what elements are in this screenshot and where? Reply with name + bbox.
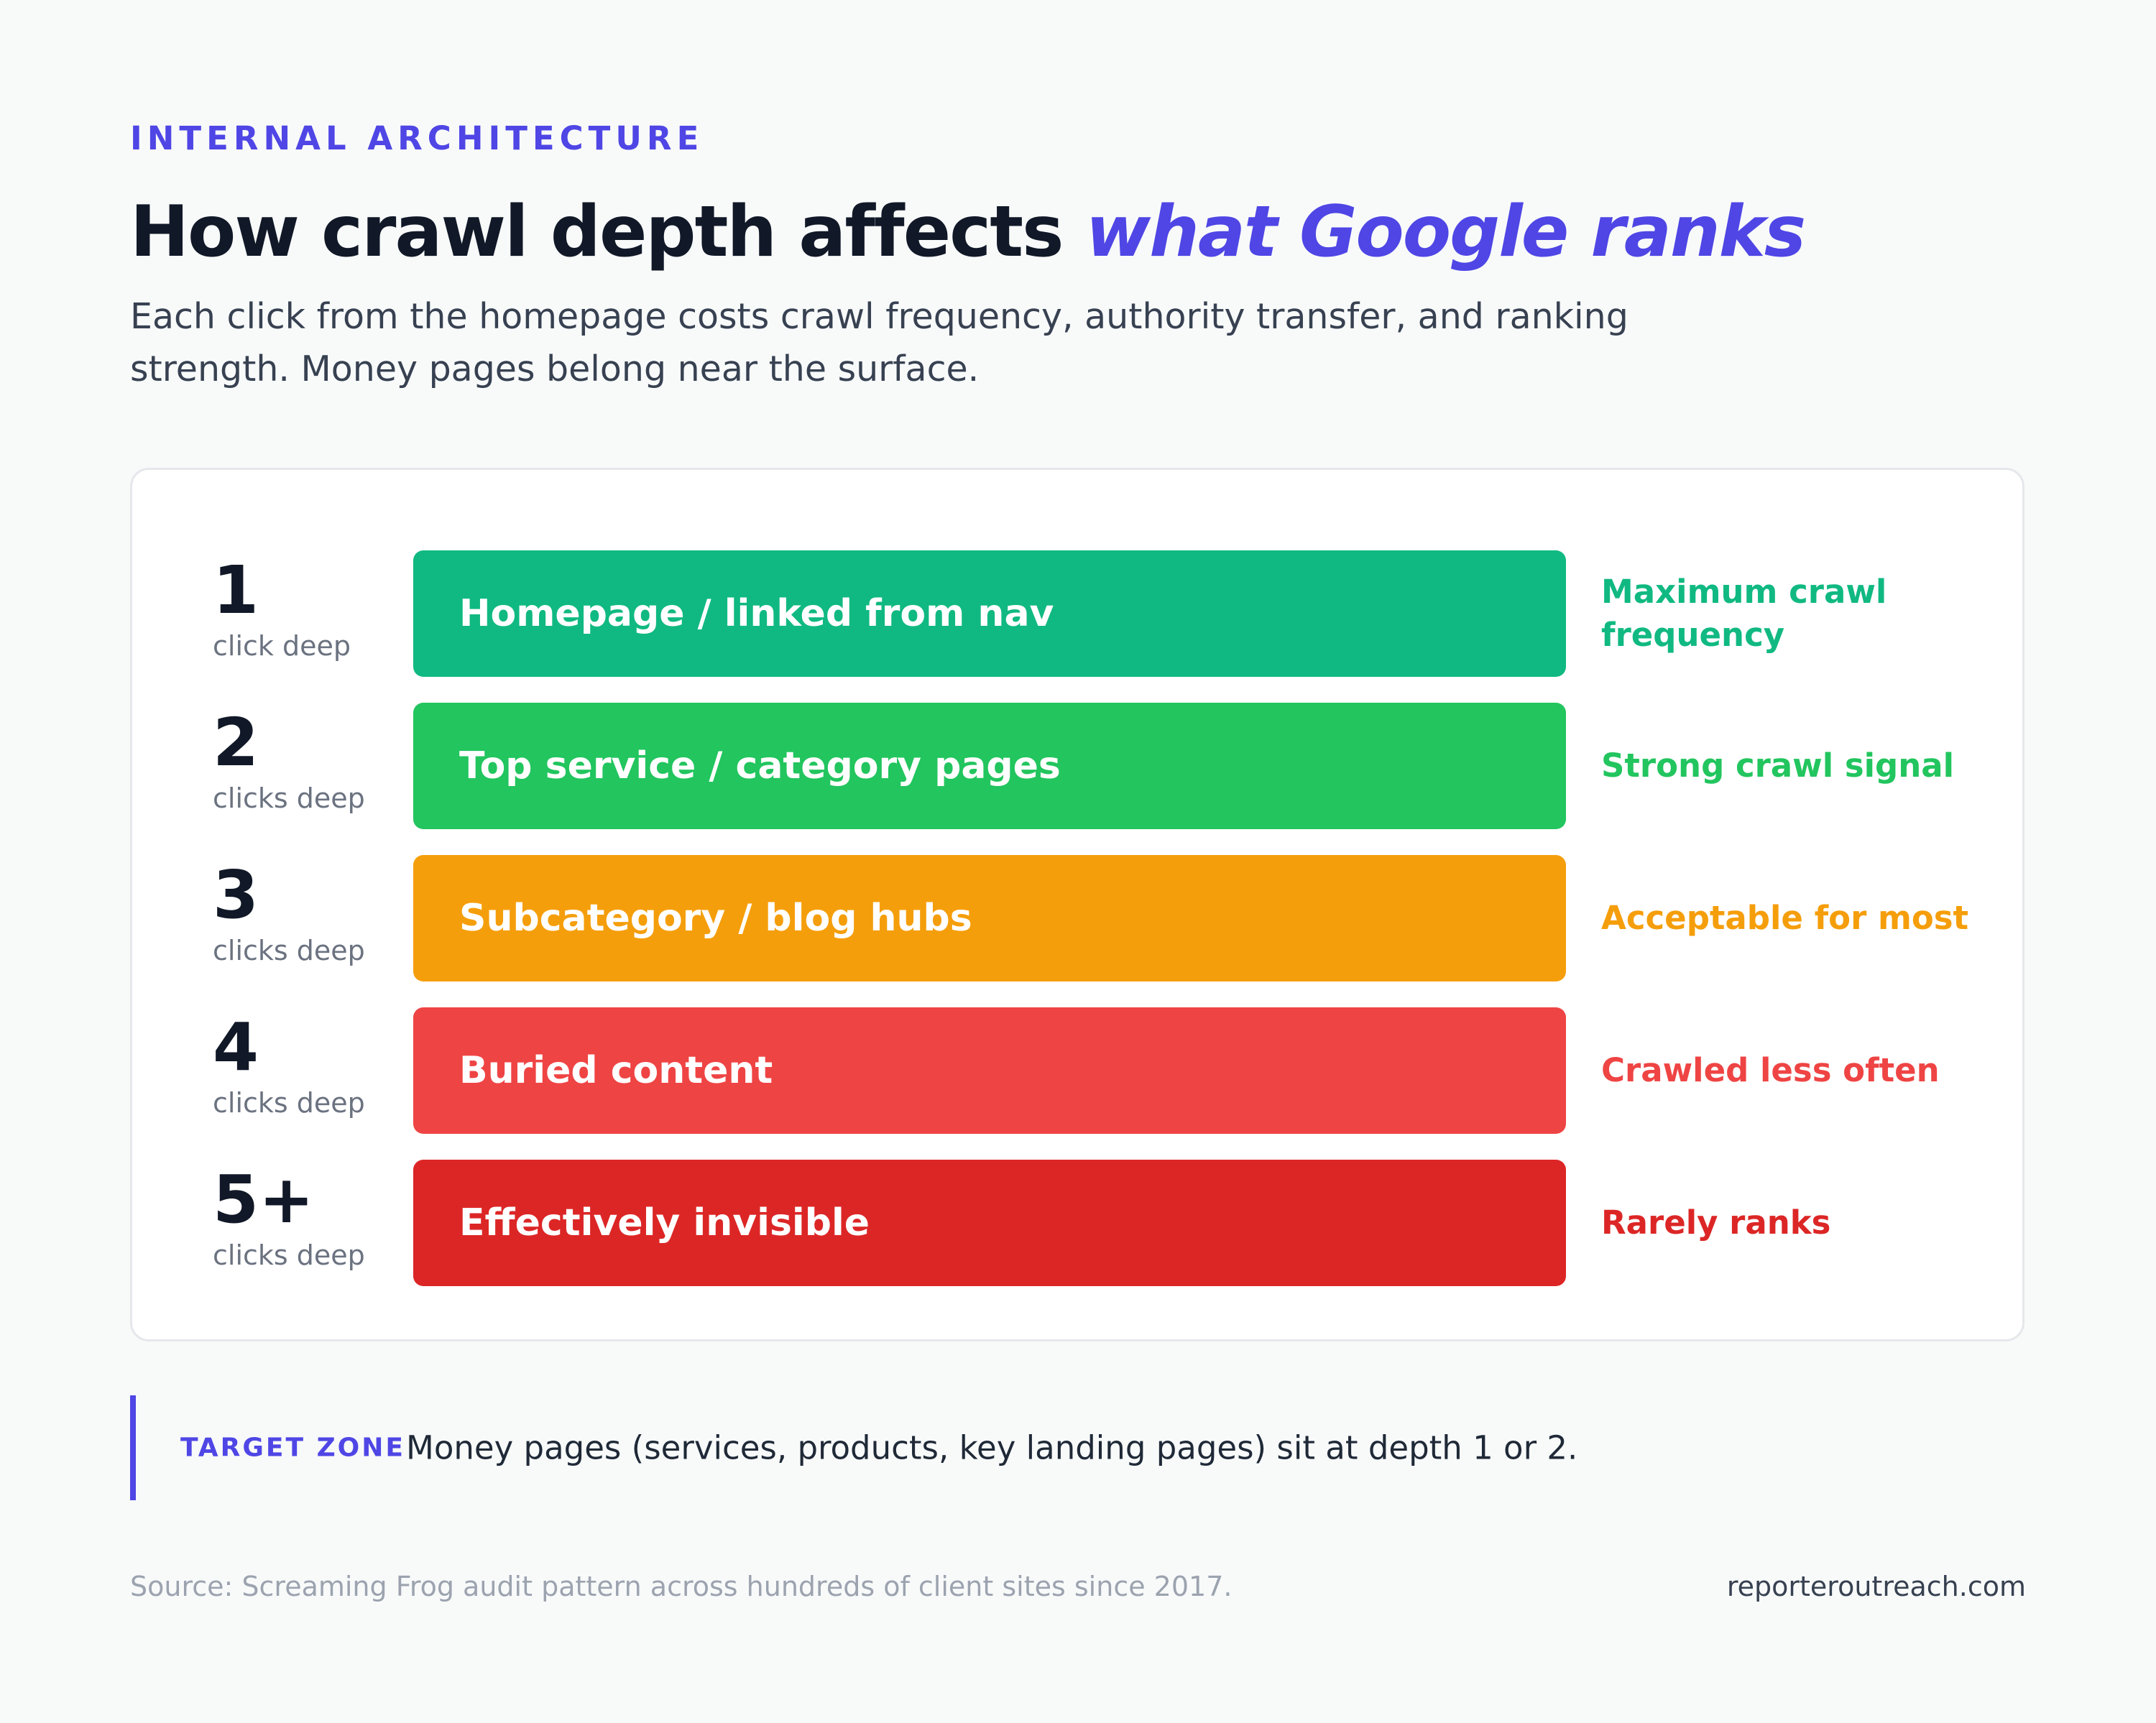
depth-bar: Buried content: [413, 1007, 1566, 1134]
depth-label: clicks deep: [213, 1239, 365, 1271]
depth-number: 5+: [213, 1161, 315, 1238]
depth-number: 3: [213, 856, 259, 933]
source-note: Source: Screaming Frog audit pattern acr…: [130, 1571, 1233, 1602]
target-zone-callout: TARGET ZONE Money pages (services, produ…: [130, 1395, 1932, 1500]
target-zone-text: Money pages (services, products, key lan…: [406, 1428, 1578, 1467]
depth-tier-5: 5+ clicks deep Effectively invisible Rar…: [132, 1160, 2022, 1286]
depth-tier-1: 1 click deep Homepage / linked from nav …: [132, 550, 2022, 677]
page-title: How crawl depth affects what Google rank…: [130, 185, 1807, 279]
depth-bar: Homepage / linked from nav: [413, 550, 1566, 677]
depth-number: 1: [213, 552, 259, 629]
depth-label: clicks deep: [213, 1087, 365, 1119]
depth-label: clicks deep: [213, 782, 365, 814]
page-type-label: Subcategory / blog hubs: [459, 897, 972, 940]
brand-domain: reporteroutreach.com: [1726, 1571, 2026, 1602]
page-type-label: Homepage / linked from nav: [459, 592, 1054, 635]
page-type-label: Buried content: [459, 1049, 773, 1092]
depth-tier-4: 4 clicks deep Buried content Crawled les…: [132, 1007, 2022, 1134]
depth-tier-2: 2 clicks deep Top service / category pag…: [132, 703, 2022, 829]
depth-diagram-card: 1 click deep Homepage / linked from nav …: [130, 468, 2024, 1341]
page-type-label: Top service / category pages: [459, 744, 1061, 787]
crawl-outcome: Acceptable for most: [1601, 899, 1969, 937]
target-zone-tag: TARGET ZONE: [180, 1433, 406, 1463]
eyebrow-label: INTERNAL ARCHITECTURE: [130, 119, 704, 157]
page-subtitle: Each click from the homepage costs crawl…: [130, 296, 1628, 389]
crawl-outcome: Maximum crawl frequency: [1601, 573, 1887, 654]
crawl-outcome: Strong crawl signal: [1601, 747, 1955, 785]
depth-bar: Subcategory / blog hubs: [413, 855, 1566, 981]
crawl-outcome: Rarely ranks: [1601, 1204, 1831, 1242]
depth-bar: Effectively invisible: [413, 1160, 1566, 1286]
title-lead: How crawl depth affects: [130, 191, 1064, 273]
depth-label: click deep: [213, 630, 351, 662]
page-type-label: Effectively invisible: [459, 1201, 870, 1244]
depth-tier-3: 3 clicks deep Subcategory / blog hubs Ac…: [132, 855, 2022, 981]
crawl-outcome: Crawled less often: [1601, 1051, 1940, 1089]
depth-label: clicks deep: [213, 935, 365, 966]
title-highlight: what Google ranks: [1085, 191, 1807, 273]
depth-number: 2: [213, 704, 259, 781]
depth-bar: Top service / category pages: [413, 703, 1566, 829]
depth-number: 4: [213, 1009, 259, 1086]
